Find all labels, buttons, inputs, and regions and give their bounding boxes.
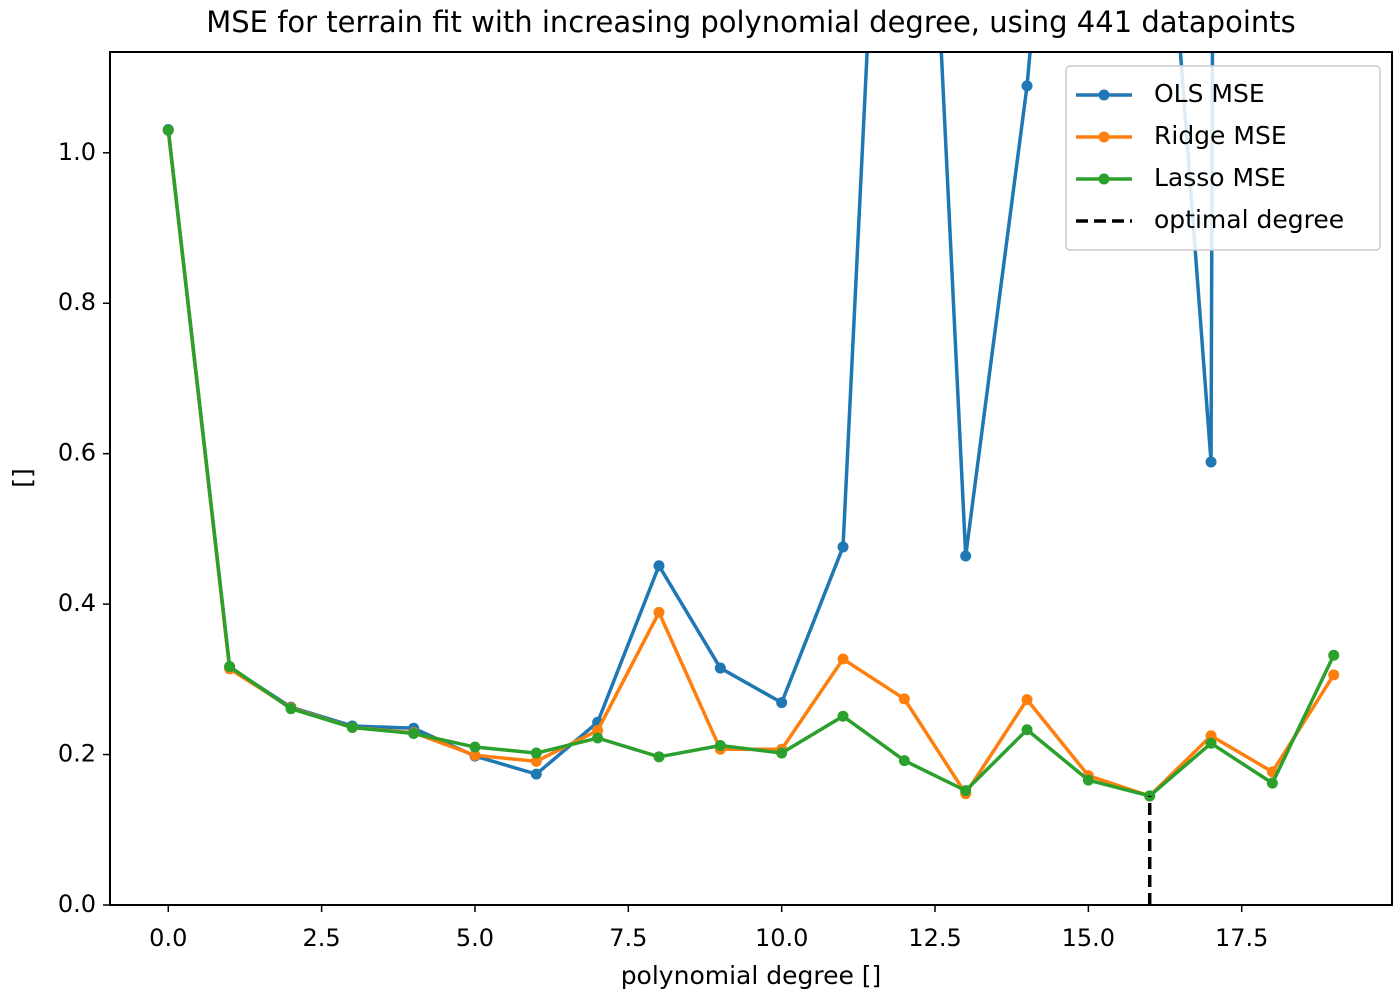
data-point	[1266, 777, 1278, 789]
data-point	[714, 740, 726, 752]
y-tick-label: 0.6	[58, 439, 96, 467]
data-point	[714, 662, 726, 674]
data-point	[1205, 737, 1217, 749]
y-tick-label: 0.0	[58, 890, 96, 918]
x-tick-label: 2.5	[303, 924, 341, 952]
legend-marker	[1098, 89, 1110, 101]
x-tick-label: 15.0	[1062, 924, 1115, 952]
series-line	[166, 130, 1336, 798]
legend-marker	[1098, 131, 1110, 143]
x-tick-label: 7.5	[609, 924, 647, 952]
y-axis-label: []	[8, 468, 37, 488]
data-point	[1328, 669, 1340, 681]
y-tick-label: 0.4	[58, 589, 96, 617]
legend-label: Lasso MSE	[1154, 163, 1286, 192]
data-point	[898, 755, 910, 767]
data-point	[837, 653, 849, 665]
data-point	[776, 747, 788, 759]
y-tick-label: 0.8	[58, 288, 96, 316]
data-point	[285, 703, 297, 715]
legend-label: Ridge MSE	[1154, 121, 1287, 150]
data-point	[346, 721, 358, 733]
data-point	[837, 541, 849, 553]
plot-area	[162, 52, 1340, 905]
data-point	[530, 768, 542, 780]
data-point	[776, 697, 788, 709]
data-point	[960, 550, 972, 562]
data-point	[592, 732, 604, 744]
x-axis-label: polynomial degree []	[621, 961, 882, 990]
series-line	[166, 52, 1215, 777]
data-point	[1205, 730, 1217, 742]
x-tick-label: 10.0	[755, 924, 808, 952]
data-point	[1082, 774, 1094, 786]
data-point	[960, 785, 972, 797]
data-point	[162, 124, 174, 136]
axes-frame	[109, 51, 1393, 906]
data-point	[469, 741, 481, 753]
data-point	[408, 727, 420, 739]
x-tick-label: 5.0	[456, 924, 494, 952]
data-point	[837, 710, 849, 722]
x-tick-label: 0.0	[149, 924, 187, 952]
data-point	[653, 560, 665, 572]
y-tick-label: 0.2	[58, 740, 96, 768]
data-point	[469, 749, 481, 761]
data-point	[1205, 456, 1217, 468]
data-point	[898, 693, 910, 705]
data-point	[530, 755, 542, 767]
data-point	[1021, 80, 1033, 92]
data-point	[653, 751, 665, 763]
data-point	[530, 747, 542, 759]
legend-label: optimal degree	[1154, 205, 1344, 234]
legend-marker	[1098, 173, 1110, 185]
x-tick-label: 12.5	[908, 924, 961, 952]
legend-box	[1065, 65, 1381, 251]
data-point	[1021, 694, 1033, 706]
data-point	[653, 606, 665, 618]
y-tick-label: 1.0	[58, 138, 96, 166]
chart-title: MSE for terrain fit with increasing poly…	[206, 5, 1296, 39]
data-point	[1328, 649, 1340, 661]
data-point	[224, 661, 236, 673]
data-point	[592, 724, 604, 736]
x-tick-label: 17.5	[1215, 924, 1268, 952]
legend-label: OLS MSE	[1154, 79, 1265, 108]
data-point	[1021, 724, 1033, 736]
